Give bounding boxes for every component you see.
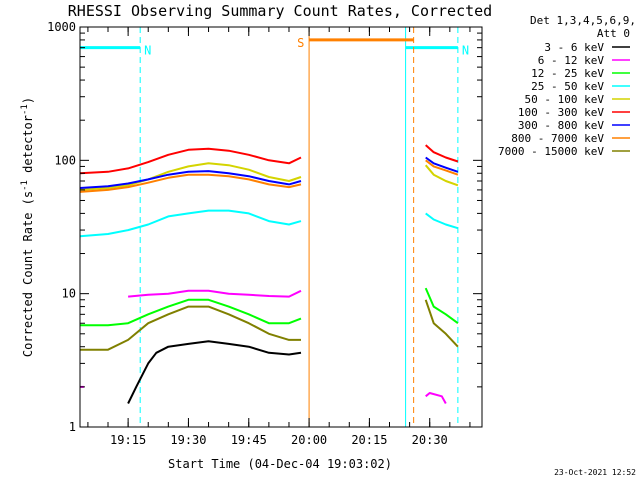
series-line [425, 144, 459, 163]
series-line [79, 162, 302, 191]
x-tick-label: 20:15 [351, 433, 387, 447]
x-tick-label: 20:30 [412, 433, 448, 447]
y-axis-label-superscript: -1 [20, 180, 30, 191]
legend-entry-label: 25 - 50 keV [531, 80, 604, 93]
series-line [128, 289, 302, 298]
night-label: N [462, 44, 469, 58]
x-tick-label: 19:45 [231, 433, 267, 447]
series-line [79, 173, 302, 193]
series-line [424, 164, 459, 187]
legend-entry-label: 3 - 6 keV [544, 41, 604, 54]
axes: 1 10 100 1000 19:15 19:30 19:45 20:00 20:15 20:30 [47, 20, 482, 447]
x-axis-label: Start Time (04-Dec-04 19:03:02) [168, 457, 392, 471]
y-axis-label: Corrected Count Rate (s-1 detector-1) [20, 97, 35, 357]
x-tick-label: 19:30 [170, 433, 206, 447]
series-line [425, 392, 447, 404]
legend-entry-label: 100 - 300 keV [518, 106, 604, 119]
legend-header-line: Det 1,3,4,5,6,9, [530, 14, 636, 27]
night-label: N [144, 44, 151, 58]
saa-label: S [297, 36, 304, 50]
series-line [80, 305, 301, 351]
series-line [79, 147, 302, 175]
series-line [424, 287, 459, 325]
legend-entry-label: 50 - 100 keV [525, 93, 605, 106]
y-axis-label-part: Corrected Count Rate (s [21, 191, 35, 357]
plot-area: N NS [79, 27, 469, 427]
series-line [79, 209, 302, 238]
x-tick-label: 20:00 [291, 433, 327, 447]
legend-entry-label: 800 - 7000 keV [511, 132, 604, 145]
legend-header-line: Att 0 [597, 27, 630, 40]
y-tick-label: 1 [69, 420, 76, 434]
chart-title: RHESSI Observing Summary Count Rates, Co… [68, 2, 492, 20]
y-axis-label-part: detector [21, 115, 35, 180]
series-line [425, 159, 459, 176]
legend-entry-label: 12 - 25 keV [531, 67, 604, 80]
legend-entry-label: 300 - 800 keV [518, 119, 604, 132]
y-axis-label-superscript: -1 [20, 104, 30, 115]
series-line [127, 340, 302, 404]
legend-entry-label: 6 - 12 keV [538, 54, 605, 67]
y-tick-label: 10 [62, 287, 76, 301]
legend-entry-label: 7000 - 15000 keV [498, 145, 604, 158]
series-line [425, 212, 459, 230]
timestamp: 23-Oct-2021 12:52 [554, 468, 636, 477]
series-line [79, 170, 302, 189]
y-tick-label: 100 [54, 153, 76, 167]
y-tick-label: 1000 [47, 20, 76, 34]
plot-frame [79, 26, 483, 428]
x-tick-label: 19:15 [110, 433, 146, 447]
series-line [425, 156, 459, 173]
y-axis-label-part: ) [21, 97, 35, 104]
series-line [424, 299, 459, 348]
series-line [80, 298, 302, 327]
